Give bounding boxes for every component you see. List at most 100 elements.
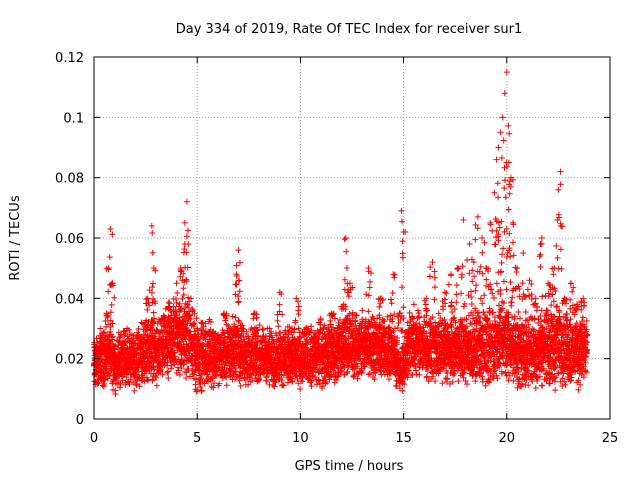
data-point: [243, 328, 250, 335]
data-point: [342, 235, 349, 241]
data-point: [198, 387, 205, 394]
data-point: [503, 69, 510, 76]
data-point: [151, 318, 158, 325]
data-point: [199, 371, 206, 378]
data-point: [180, 292, 187, 299]
data-point: [170, 303, 177, 310]
data-point: [116, 384, 123, 391]
data-points: [91, 69, 591, 398]
data-point: [166, 315, 173, 322]
data-point: [106, 337, 113, 344]
data-point: [186, 312, 193, 319]
data-point: [186, 298, 193, 305]
data-point: [144, 376, 151, 383]
data-point: [95, 380, 102, 387]
data-point: [555, 186, 562, 193]
data-point: [480, 309, 487, 316]
data-point: [188, 367, 195, 374]
data-point: [201, 380, 208, 387]
data-point: [101, 369, 108, 376]
data-point: [197, 375, 204, 382]
data-point: [192, 376, 199, 383]
data-point: [117, 333, 124, 340]
data-point: [117, 362, 124, 369]
data-point: [107, 225, 114, 232]
data-point: [165, 375, 172, 382]
data-point: [176, 314, 183, 321]
data-point: [172, 296, 179, 303]
data-point: [277, 329, 284, 336]
data-point: [185, 366, 192, 373]
data-point: [287, 374, 294, 381]
data-point: [479, 235, 486, 241]
data-point: [344, 368, 351, 375]
data-point: [249, 377, 256, 384]
data-point: [183, 374, 190, 381]
data-point: [178, 365, 185, 372]
data-point: [493, 156, 500, 163]
data-point: [173, 308, 180, 315]
data-point: [142, 361, 149, 368]
data-point: [284, 379, 291, 386]
data-point: [164, 359, 171, 366]
data-point: [177, 306, 184, 313]
data-point: [157, 366, 164, 373]
data-point: [279, 381, 286, 388]
data-point: [94, 380, 101, 387]
chart-title: Day 334 of 2019, Rate Of TEC Index for r…: [176, 22, 523, 37]
data-point: [207, 319, 214, 326]
data-point: [144, 295, 151, 302]
data-point: [266, 325, 273, 332]
data-point: [365, 308, 372, 315]
data-point: [398, 207, 405, 214]
data-point: [183, 198, 190, 205]
data-point: [271, 383, 278, 390]
data-point: [237, 374, 244, 381]
data-point: [187, 316, 194, 323]
data-point: [557, 168, 564, 175]
data-point: [532, 295, 539, 302]
data-point: [466, 241, 473, 248]
data-point: [385, 376, 392, 383]
data-point: [495, 144, 502, 151]
data-point: [168, 312, 175, 319]
data-point: [165, 299, 172, 306]
data-point: [166, 300, 173, 307]
data-point: [173, 300, 180, 307]
data-point: [410, 301, 417, 308]
data-point: [278, 377, 285, 384]
data-point: [499, 114, 506, 121]
data-point: [199, 319, 206, 326]
data-point: [112, 343, 119, 350]
data-point: [136, 383, 143, 390]
data-point: [223, 382, 230, 389]
data-point: [173, 280, 180, 287]
data-point: [171, 349, 178, 356]
data-point: [236, 377, 243, 384]
data-point: [262, 332, 269, 339]
data-point: [256, 322, 263, 329]
data-point: [226, 347, 233, 354]
data-point: [501, 90, 508, 97]
data-point: [211, 380, 218, 387]
data-point: [100, 377, 107, 384]
data-point: [141, 370, 148, 377]
data-point: [168, 365, 175, 372]
data-point: [297, 386, 304, 393]
data-point: [117, 380, 124, 387]
data-point: [183, 369, 190, 376]
data-point: [101, 381, 108, 388]
data-point: [168, 362, 175, 369]
data-point: [285, 331, 292, 338]
data-point: [439, 380, 446, 387]
data-point: [125, 335, 132, 342]
data-point: [359, 307, 366, 314]
data-point: [115, 329, 122, 336]
data-point: [247, 372, 254, 379]
data-point: [179, 295, 186, 302]
data-point: [366, 370, 373, 377]
data-point: [184, 301, 191, 308]
data-point: [235, 247, 242, 254]
data-point: [455, 378, 462, 385]
